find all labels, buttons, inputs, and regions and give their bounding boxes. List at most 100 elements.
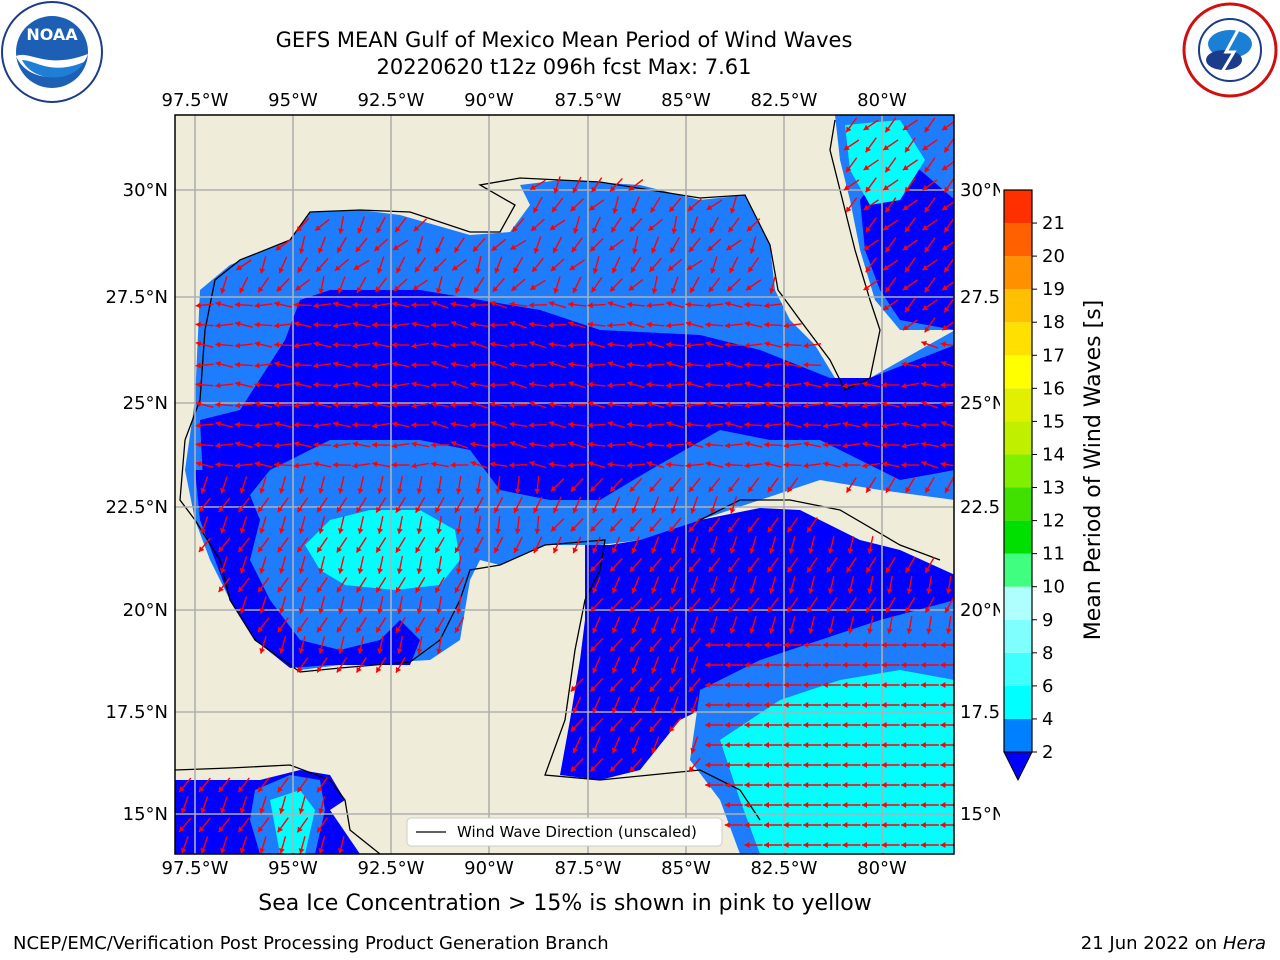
wave-arrow [729,616,738,634]
wave-arrow [237,497,250,513]
wave-arrow [783,382,802,389]
wave-arrow [587,441,606,448]
wave-arrow [436,596,443,614]
wave-arrow [744,381,763,388]
wave-arrow [612,196,619,214]
wave-arrow [313,362,332,369]
wave-arrow [415,616,426,634]
wave-arrow [763,422,783,429]
wave-arrow [587,400,606,409]
colorbar-segment [1004,388,1032,422]
wave-arrow [318,796,326,814]
wave-arrow [668,477,682,493]
wave-arrow [259,636,267,654]
wave-arrow [921,340,939,349]
wave-arrow [747,597,760,613]
wave-arrow [430,461,449,468]
wave-arrow [822,662,841,668]
wave-arrow [454,536,465,554]
wave-arrow [685,462,704,469]
wave-arrow [316,537,328,553]
wave-arrow [195,401,214,408]
lon-tick-bottom: 97.5°W [162,858,229,879]
wave-arrow [885,476,896,494]
wave-arrow [862,642,880,648]
wave-arrow [631,536,640,554]
wave-arrow [587,302,606,309]
wave-arrow [198,817,211,833]
wave-arrow [727,597,740,613]
wave-arrow [435,276,443,294]
wave-arrow [688,557,701,573]
wave-arrow [316,777,328,793]
wave-arrow [220,516,228,534]
wave-arrow [626,421,645,428]
wave-arrow [648,677,662,693]
wave-arrow [630,257,642,273]
wave-arrow [906,576,913,594]
wave-arrow [234,361,253,368]
wave-arrow [529,460,547,469]
wave-arrow [901,682,920,688]
wave-arrow [336,236,347,254]
wave-arrow [279,476,287,494]
wave-arrow [200,796,209,814]
wave-arrow [822,461,841,468]
wave-arrow [806,517,818,533]
wave-arrow [434,576,445,594]
wave-arrow [450,440,469,449]
wave-arrow [296,817,309,833]
wave-arrow [567,342,587,349]
wave-arrow [237,577,250,593]
wave-arrow [905,596,916,614]
wave-arrow [940,382,954,389]
wave-arrow [788,616,796,634]
wave-arrow [688,477,701,493]
wave-arrow [763,381,783,388]
wave-arrow [943,297,954,313]
wave-arrow [337,636,345,654]
wave-arrow [234,321,253,328]
wave-arrow [279,836,287,854]
wave-arrow [665,322,685,329]
wave-arrow [572,496,582,514]
wave-arrow [259,556,267,574]
wave-arrow [783,642,802,648]
wave-arrow [489,300,508,309]
wave-arrow [254,381,273,388]
wave-arrow [688,517,701,533]
wave-arrow [632,236,639,254]
wave-arrow [920,722,939,728]
wave-arrow [646,302,665,309]
wave-arrow [767,477,779,493]
wave-arrow [646,441,665,448]
wave-arrow [901,802,920,808]
wave-arrow [924,277,936,293]
wave-arrow [646,422,665,429]
wave-arrow [239,516,248,534]
wave-arrow [298,596,306,614]
coastline-2 [699,499,941,561]
wave-arrow [475,256,482,274]
wave-arrow [744,762,763,768]
wave-arrow [842,401,861,408]
wave-arrow [332,421,351,428]
wave-arrow [589,477,604,493]
wave-arrow [705,742,724,748]
wave-arrow [685,321,704,328]
wave-arrow [315,257,329,273]
wave-arrow [729,256,739,274]
wave-arrow [434,616,445,634]
wave-arrow [279,556,287,574]
wave-arrow [944,476,954,494]
wave-arrow [941,280,954,291]
wave-arrow [705,341,724,348]
wave-arrow [313,302,332,309]
wave-arrow [665,341,685,348]
wave-arrow [396,556,404,574]
lon-tick-bottom: 82.5°W [751,858,818,879]
wave-arrow [944,596,954,614]
wave-arrow [552,536,562,554]
wave-arrow [318,276,325,294]
wave-arrow [806,557,818,573]
